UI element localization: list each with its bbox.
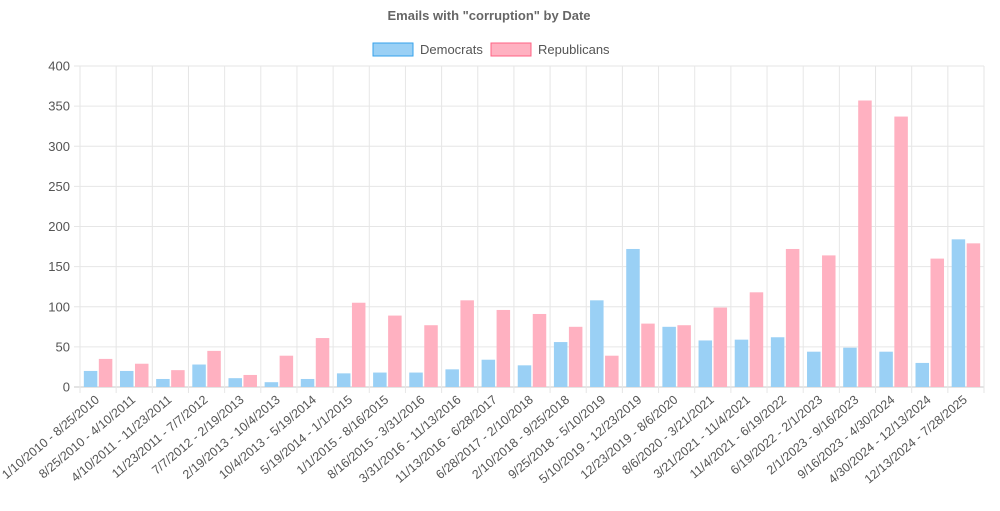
bar-democrats-23[interactable] [915, 362, 930, 387]
bar-republicans-16[interactable] [677, 325, 691, 387]
bar-democrats-15[interactable] [626, 248, 640, 387]
bar-republicans-12[interactable] [532, 313, 547, 387]
bar-republicans-23[interactable] [930, 258, 945, 387]
grid [74, 65, 985, 393]
legend-item-democrats[interactable]: Democrats [372, 42, 483, 57]
y-tick-label: 250 [48, 179, 70, 194]
bar-republicans-11[interactable] [496, 309, 511, 387]
bar-democrats-24[interactable] [951, 239, 966, 387]
bar-republicans-22[interactable] [894, 116, 908, 387]
y-tick-label: 200 [48, 219, 70, 234]
bar-democrats-6[interactable] [300, 378, 315, 387]
y-tick-label: 150 [48, 259, 70, 274]
bar-democrats-14[interactable] [590, 300, 604, 387]
bar-democrats-3[interactable] [192, 364, 206, 387]
bar-republicans-0[interactable] [98, 358, 113, 387]
y-tick-label: 50 [56, 339, 70, 354]
legend: Democrats Republicans [372, 42, 610, 57]
bar-democrats-10[interactable] [445, 369, 459, 387]
bar-republicans-17[interactable] [713, 307, 728, 387]
legend-label-democrats: Democrats [420, 42, 483, 57]
bar-democrats-0[interactable] [83, 370, 98, 387]
bar-republicans-14[interactable] [605, 355, 619, 387]
bar-republicans-13[interactable] [568, 326, 583, 387]
legend-label-republicans: Republicans [538, 42, 610, 57]
bar-republicans-5[interactable] [279, 355, 294, 387]
legend-item-republicans[interactable]: Republicans [490, 42, 610, 57]
y-tick-label: 400 [48, 59, 70, 74]
bar-democrats-4[interactable] [228, 378, 242, 387]
bar-democrats-2[interactable] [156, 378, 170, 387]
legend-swatch-democrats [372, 42, 414, 57]
bar-republicans-2[interactable] [171, 370, 185, 387]
bar-democrats-7[interactable] [336, 373, 351, 387]
bar-republicans-8[interactable] [388, 315, 402, 387]
bar-democrats-20[interactable] [807, 351, 821, 387]
bar-democrats-8[interactable] [373, 372, 387, 387]
legend-swatch-republicans [490, 42, 532, 57]
y-tick-label: 350 [48, 99, 70, 114]
bar-democrats-13[interactable] [553, 342, 568, 387]
bar-democrats-1[interactable] [119, 370, 134, 387]
chart-title: Emails with "corruption" by Date [387, 8, 590, 23]
bar-democrats-9[interactable] [409, 372, 423, 387]
bar-republicans-4[interactable] [243, 374, 257, 387]
bar-democrats-19[interactable] [770, 337, 785, 387]
bar-republicans-10[interactable] [460, 300, 474, 387]
bar-republicans-1[interactable] [134, 363, 149, 387]
bar-democrats-5[interactable] [264, 382, 279, 387]
bar-democrats-16[interactable] [662, 326, 676, 387]
bar-republicans-9[interactable] [424, 325, 438, 387]
bar-republicans-20[interactable] [822, 255, 836, 387]
bar-republicans-6[interactable] [315, 338, 330, 387]
y-tick-label: 100 [48, 299, 70, 314]
bar-democrats-12[interactable] [517, 365, 532, 387]
y-tick-label: 0 [63, 380, 70, 395]
bar-republicans-24[interactable] [966, 243, 981, 387]
bar-republicans-15[interactable] [641, 323, 655, 387]
bar-democrats-21[interactable] [843, 347, 857, 387]
bar-democrats-11[interactable] [481, 359, 496, 387]
y-tick-label: 300 [48, 139, 70, 154]
bar-republicans-19[interactable] [785, 248, 800, 387]
bar-republicans-18[interactable] [749, 292, 764, 387]
bar-republicans-7[interactable] [351, 302, 366, 387]
bar-republicans-3[interactable] [207, 350, 221, 387]
bar-republicans-21[interactable] [858, 100, 872, 387]
bar-democrats-22[interactable] [879, 351, 893, 387]
y-axis: 0 50 100 150 200 250 300 350 400 [48, 59, 70, 395]
bar-democrats-18[interactable] [734, 339, 749, 387]
bar-democrats-17[interactable] [698, 340, 713, 387]
bars [83, 100, 981, 387]
